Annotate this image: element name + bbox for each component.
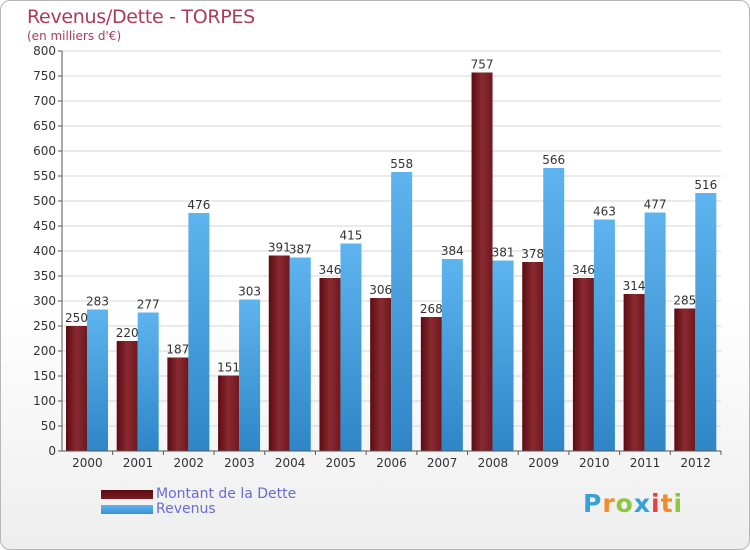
bar-revenus bbox=[695, 193, 717, 451]
data-label-debt: 314 bbox=[623, 279, 646, 293]
bar-debt bbox=[218, 375, 240, 451]
y-tick-label: 100 bbox=[33, 394, 56, 408]
data-label-revenus: 463 bbox=[593, 205, 616, 219]
data-label-debt: 391 bbox=[268, 241, 291, 255]
data-label-debt: 346 bbox=[319, 263, 342, 277]
y-tick-label: 450 bbox=[33, 219, 56, 233]
x-tick-label: 2008 bbox=[478, 456, 509, 470]
data-label-revenus: 415 bbox=[340, 229, 363, 243]
data-label-revenus: 303 bbox=[238, 285, 261, 299]
y-tick-label: 150 bbox=[33, 369, 56, 383]
data-label-revenus: 476 bbox=[187, 198, 210, 212]
bar-debt bbox=[116, 341, 138, 451]
data-label-debt: 187 bbox=[166, 343, 189, 357]
data-label-revenus: 558 bbox=[390, 157, 413, 171]
bar-revenus bbox=[289, 257, 311, 451]
y-tick-label: 300 bbox=[33, 294, 56, 308]
data-label-revenus: 477 bbox=[644, 198, 667, 212]
y-tick-label: 800 bbox=[33, 44, 56, 58]
legend-swatch-revenus bbox=[101, 505, 153, 514]
bar-debt bbox=[674, 308, 696, 451]
data-label-revenus: 277 bbox=[137, 298, 160, 312]
bar-revenus bbox=[87, 309, 108, 451]
x-tick-label: 2004 bbox=[275, 456, 306, 470]
x-tick-label: 2005 bbox=[326, 456, 357, 470]
y-tick-label: 750 bbox=[33, 69, 56, 83]
y-tick-label: 250 bbox=[33, 319, 56, 333]
bar-revenus bbox=[137, 312, 159, 451]
bar-revenus bbox=[188, 213, 210, 451]
bar-revenus bbox=[492, 260, 514, 451]
bar-debt bbox=[471, 72, 493, 451]
y-tick-label: 350 bbox=[33, 269, 56, 283]
bar-debt bbox=[572, 278, 594, 451]
data-label-debt: 250 bbox=[65, 311, 88, 325]
data-label-debt: 306 bbox=[369, 283, 392, 297]
data-label-revenus: 384 bbox=[441, 244, 464, 258]
bar-debt bbox=[268, 255, 290, 451]
y-tick-label: 650 bbox=[33, 119, 56, 133]
data-label-debt: 151 bbox=[217, 361, 240, 375]
y-tick-label: 50 bbox=[41, 419, 56, 433]
bar-revenus bbox=[543, 168, 565, 451]
chart-title: Revenus/Dette - TORPES bbox=[27, 6, 255, 28]
y-tick-label: 550 bbox=[33, 169, 56, 183]
bar-debt bbox=[623, 294, 645, 451]
bar-revenus bbox=[441, 259, 463, 451]
x-tick-label: 2006 bbox=[376, 456, 407, 470]
x-tick-label: 2011 bbox=[630, 456, 661, 470]
x-tick-label: 2010 bbox=[579, 456, 610, 470]
bar-debt bbox=[167, 357, 189, 451]
data-label-revenus: 381 bbox=[492, 246, 515, 260]
x-tick-label: 2001 bbox=[123, 456, 154, 470]
bar-revenus bbox=[391, 172, 413, 451]
data-label-debt: 757 bbox=[471, 58, 494, 72]
legend-label-revenus: Revenus bbox=[156, 501, 216, 517]
y-tick-label: 700 bbox=[33, 94, 56, 108]
y-tick-label: 200 bbox=[33, 344, 56, 358]
bar-debt bbox=[420, 317, 442, 451]
data-label-revenus: 566 bbox=[542, 153, 565, 167]
x-tick-label: 2007 bbox=[427, 456, 458, 470]
legend-label-debt: Montant de la Dette bbox=[156, 486, 297, 502]
bar-debt bbox=[522, 262, 544, 451]
bar-debt bbox=[370, 298, 392, 451]
x-tick-label: 2009 bbox=[528, 456, 559, 470]
data-label-debt: 285 bbox=[673, 294, 696, 308]
y-tick-label: 600 bbox=[33, 144, 56, 158]
data-label-debt: 346 bbox=[572, 263, 595, 277]
data-label-revenus: 516 bbox=[694, 178, 717, 192]
x-tick-label: 2000 bbox=[72, 456, 103, 470]
data-label-debt: 378 bbox=[521, 247, 544, 261]
data-label-revenus: 387 bbox=[289, 243, 312, 257]
bar-debt bbox=[319, 278, 341, 451]
y-tick-label: 400 bbox=[33, 244, 56, 258]
data-label-debt: 268 bbox=[420, 302, 443, 316]
y-tick-label: 0 bbox=[48, 444, 56, 458]
chart-subtitle: (en milliers d'€) bbox=[27, 29, 122, 43]
data-label-revenus: 283 bbox=[86, 295, 109, 309]
bar-revenus bbox=[644, 212, 666, 451]
bar-revenus bbox=[340, 243, 362, 451]
bar-debt bbox=[66, 326, 87, 451]
x-tick-label: 2002 bbox=[173, 456, 204, 470]
legend-swatch-debt bbox=[101, 490, 153, 499]
proxiti-logo: Proxiti bbox=[583, 489, 684, 518]
data-label-debt: 220 bbox=[116, 326, 139, 340]
x-tick-label: 2012 bbox=[680, 456, 711, 470]
x-tick-label: 2003 bbox=[224, 456, 255, 470]
y-tick-label: 500 bbox=[33, 194, 56, 208]
bar-revenus bbox=[593, 219, 615, 451]
bar-revenus bbox=[239, 299, 261, 451]
